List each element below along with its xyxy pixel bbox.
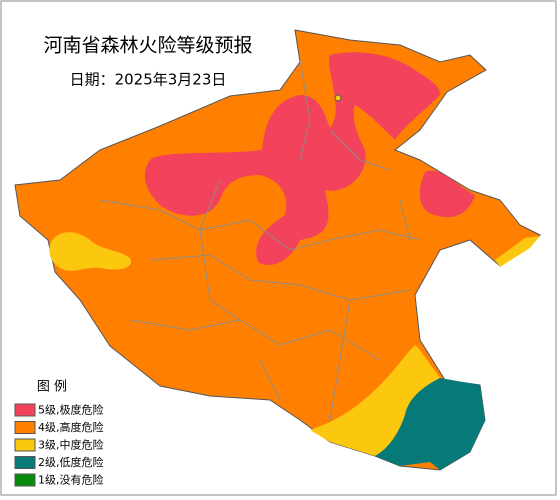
legend-swatch <box>14 456 36 469</box>
map-date: 日期：2025年3月23日 <box>70 71 227 89</box>
legend-swatch <box>14 403 36 417</box>
legend-label: 2级,低度危险 <box>38 455 104 469</box>
legend-swatch <box>14 421 36 434</box>
region-level-3 <box>310 345 440 456</box>
legend-swatch <box>14 438 36 452</box>
city-marker <box>334 94 342 102</box>
legend: 5级,极度危险 4级,高度危险 3级,中度危险 2级,低度危险 1级,没有危险 <box>14 403 104 487</box>
legend-swatch <box>14 473 36 487</box>
province <box>14 29 541 471</box>
region-level-3 <box>49 232 131 271</box>
legend-label: 1级,没有危险 <box>38 473 104 487</box>
legend-label: 3级,中度危险 <box>38 438 104 452</box>
legend-label: 4级,高度危险 <box>38 420 104 434</box>
county-borders <box>99 59 421 421</box>
map-title: 河南省森林火险等级预报 <box>43 35 252 57</box>
legend-title: 图 例 <box>37 380 67 395</box>
legend-label: 5级,极度危险 <box>38 403 104 417</box>
region-level-5 <box>419 170 475 218</box>
region-level-5 <box>144 52 440 266</box>
region-level-3 <box>495 236 540 267</box>
region-level-2 <box>375 378 485 470</box>
